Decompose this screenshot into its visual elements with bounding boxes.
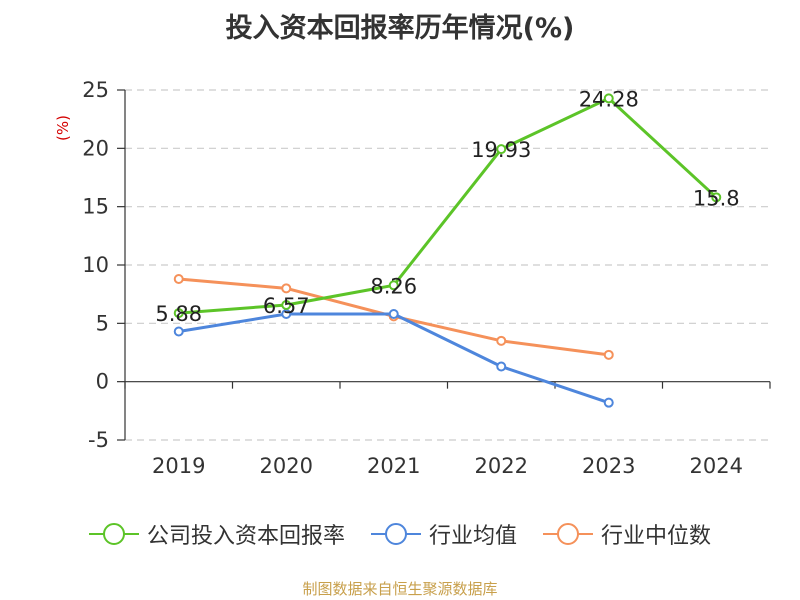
series-point <box>603 397 614 408</box>
series-point <box>173 274 184 284</box>
series-line <box>178 96 718 315</box>
x-tick-label: 2023 <box>582 454 635 478</box>
series-point <box>496 361 507 372</box>
data-label: 6.57 <box>263 294 310 318</box>
series-point <box>711 192 722 203</box>
series-line <box>178 312 610 405</box>
legend: 公司投入资本回报率 行业均值 行业中位数 <box>0 518 800 550</box>
y-tick-label: 25 <box>82 78 109 102</box>
series-point <box>388 280 399 291</box>
legend-marker-icon <box>88 523 139 545</box>
chart-title: 投入资本回报率历年情况(%) <box>225 13 575 44</box>
y-tick-label: 10 <box>82 253 109 277</box>
legend-label: 行业中位数 <box>601 524 712 549</box>
data-label: 15.8 <box>693 186 740 210</box>
legend-label: 行业均值 <box>428 524 517 549</box>
series-point <box>496 144 507 155</box>
series-point <box>496 335 507 346</box>
y-tick-label: 15 <box>82 195 109 219</box>
legend-marker-icon <box>370 523 421 545</box>
data-label: 24.28 <box>579 87 639 111</box>
data-label: 5.88 <box>155 302 202 326</box>
series-point <box>281 300 292 311</box>
y-axis-label: (%) <box>54 115 72 141</box>
y-tick-label: 5 <box>96 311 109 335</box>
legend-item[interactable]: 公司投入资本回报率 <box>88 518 345 550</box>
series-point <box>173 308 184 319</box>
x-tick-label: 2024 <box>690 454 743 478</box>
legend-marker-icon <box>543 523 593 545</box>
source-footer: 制图数据来自恒生聚源数据库 <box>302 580 498 598</box>
series-point <box>603 93 614 104</box>
series-layer <box>173 93 722 408</box>
y-tick-label: 20 <box>82 136 109 160</box>
label-layer: 5.88 6.57 8.26 19.93 24.28 15.8 <box>155 87 739 326</box>
y-tick-label: -5 <box>88 428 109 452</box>
series-point <box>388 309 399 319</box>
data-label: 8.26 <box>370 274 417 298</box>
series-point <box>281 283 292 294</box>
series-point <box>603 349 614 360</box>
x-tick-label: 2021 <box>367 454 420 478</box>
data-label: 19.93 <box>471 138 531 162</box>
y-tick-label: 0 <box>96 370 109 394</box>
legend-item[interactable]: 行业均值 <box>370 518 517 550</box>
x-tick-label: 2022 <box>475 454 528 478</box>
legend-item[interactable]: 行业中位数 <box>543 518 711 550</box>
x-tick-label: 2020 <box>260 454 313 478</box>
x-tick-label: 2019 <box>152 454 205 478</box>
series-point <box>173 326 184 337</box>
axis-layer: -5 0 5 10 15 20 25 2019 2020 2021 2022 2023 2024 (%) <box>54 78 771 478</box>
legend-label: 公司投入资本回报率 <box>146 524 345 549</box>
